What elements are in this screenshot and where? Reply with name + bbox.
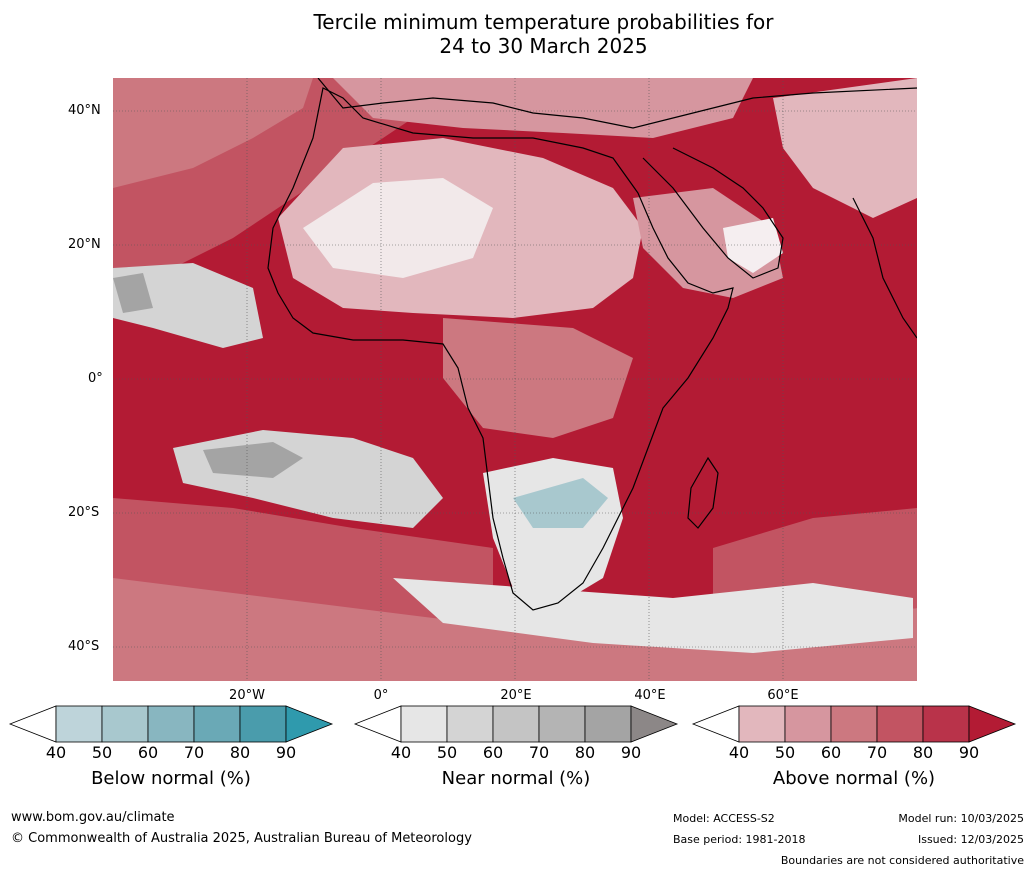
- issued-text: Issued: 12/03/2025: [917, 833, 1024, 846]
- cb-below-tick: 40: [45, 743, 67, 762]
- cb-below-label: Below normal (%): [91, 768, 251, 789]
- cb-below-seg-0: [8, 705, 57, 743]
- cb-below-tick: 50: [91, 743, 113, 762]
- colorbar-below-svg: [8, 705, 334, 743]
- coastline-arabia: [642, 147, 784, 279]
- map-canvas: [113, 78, 917, 681]
- cb-near-tick: 80: [574, 743, 596, 762]
- probability-map[interactable]: [113, 78, 917, 681]
- colorbar-below-normal: [8, 705, 334, 743]
- region-near-normal-west-dark: [113, 273, 153, 313]
- lat-label-40n: 40°N: [68, 103, 101, 118]
- region-near-normal-southern: [393, 578, 913, 653]
- cb-above-tick: 80: [912, 743, 934, 762]
- region-asia: [773, 78, 917, 218]
- lat-label-equator: 0°: [88, 371, 103, 386]
- chart-title: Tercile minimum temperature probabilitie…: [0, 10, 1035, 58]
- cb-above-seg-4: [876, 705, 924, 743]
- coastline-madagascar: [687, 456, 719, 529]
- region-central-africa: [443, 318, 633, 438]
- cb-above-label: Above normal (%): [772, 768, 936, 789]
- cb-near-tick: 60: [482, 743, 504, 762]
- cb-above-tick: 50: [774, 743, 796, 762]
- cb-above-tick: 40: [728, 743, 750, 762]
- cb-above-tick: 60: [820, 743, 842, 762]
- cb-below-seg-3: [147, 705, 195, 743]
- cb-near-seg-4: [538, 705, 586, 743]
- lon-label-40e: 40°E: [634, 688, 666, 703]
- lat-label-20s: 20°S: [68, 505, 100, 520]
- base-period-text: Base period: 1981-2018: [673, 833, 806, 846]
- cb-above-seg-6: [968, 705, 1017, 743]
- region-southern-africa-blue: [513, 478, 608, 528]
- website-link[interactable]: www.bom.gov.au/climate: [11, 810, 175, 825]
- cb-above-tick: 90: [958, 743, 980, 762]
- cb-near-seg-5: [584, 705, 632, 743]
- cb-near-seg-1: [400, 705, 448, 743]
- cb-below-seg-2: [101, 705, 149, 743]
- title-line-1: Tercile minimum temperature probabilitie…: [313, 10, 774, 34]
- region-near-normal-dark: [203, 442, 303, 478]
- region-arabia: [633, 188, 783, 298]
- coastline-europe: [317, 78, 917, 129]
- cb-above-seg-0: [691, 705, 740, 743]
- cb-above-seg-2: [784, 705, 832, 743]
- cb-below-tick: 60: [137, 743, 159, 762]
- cb-below-seg-4: [193, 705, 241, 743]
- cb-above-seg-5: [922, 705, 970, 743]
- cb-below-seg-6: [285, 705, 334, 743]
- lat-label-40s: 40°S: [68, 639, 100, 654]
- model-run-text: Model run: 10/03/2025: [898, 812, 1024, 825]
- region-near-normal-west: [113, 263, 263, 348]
- cb-near-seg-0: [353, 705, 402, 743]
- boundaries-note: Boundaries are not considered authoritat…: [780, 854, 1024, 867]
- lon-label-0: 0°: [373, 688, 389, 703]
- cb-near-label: Near normal (%): [441, 768, 591, 789]
- cb-above-seg-1: [738, 705, 786, 743]
- lat-label-20n: 20°N: [68, 237, 101, 252]
- coastline-africa: [267, 87, 734, 611]
- cb-above-seg-3: [830, 705, 878, 743]
- colorbar-above-normal: [691, 705, 1017, 743]
- cb-near-tick: 70: [528, 743, 550, 762]
- region-arabia-white: [723, 218, 783, 273]
- cb-near-seg-3: [492, 705, 540, 743]
- coastline-india: [852, 197, 917, 339]
- cb-near-seg-6: [630, 705, 679, 743]
- cb-below-tick: 90: [275, 743, 297, 762]
- cb-above-tick: 70: [866, 743, 888, 762]
- lon-label-60e: 60°E: [767, 688, 799, 703]
- cb-near-tick: 90: [620, 743, 642, 762]
- title-line-2: 24 to 30 March 2025: [439, 34, 648, 58]
- colorbar-near-normal: [353, 705, 679, 743]
- cb-below-seg-5: [239, 705, 287, 743]
- cb-near-tick: 40: [390, 743, 412, 762]
- cb-near-seg-2: [446, 705, 494, 743]
- cb-below-seg-1: [55, 705, 103, 743]
- lon-label-20w: 20°W: [229, 688, 265, 703]
- cb-below-tick: 80: [229, 743, 251, 762]
- cb-below-tick: 70: [183, 743, 205, 762]
- lon-label-20e: 20°E: [500, 688, 532, 703]
- colorbar-near-svg: [353, 705, 679, 743]
- region-above-60-north: [113, 78, 313, 188]
- region-sahara-white: [303, 178, 493, 278]
- cb-near-tick: 50: [436, 743, 458, 762]
- model-text: Model: ACCESS-S2: [673, 812, 775, 825]
- graticule: [113, 78, 917, 681]
- region-europe: [333, 78, 753, 138]
- colorbar-above-svg: [691, 705, 1017, 743]
- copyright-text: © Commonwealth of Australia 2025, Austra…: [11, 831, 472, 846]
